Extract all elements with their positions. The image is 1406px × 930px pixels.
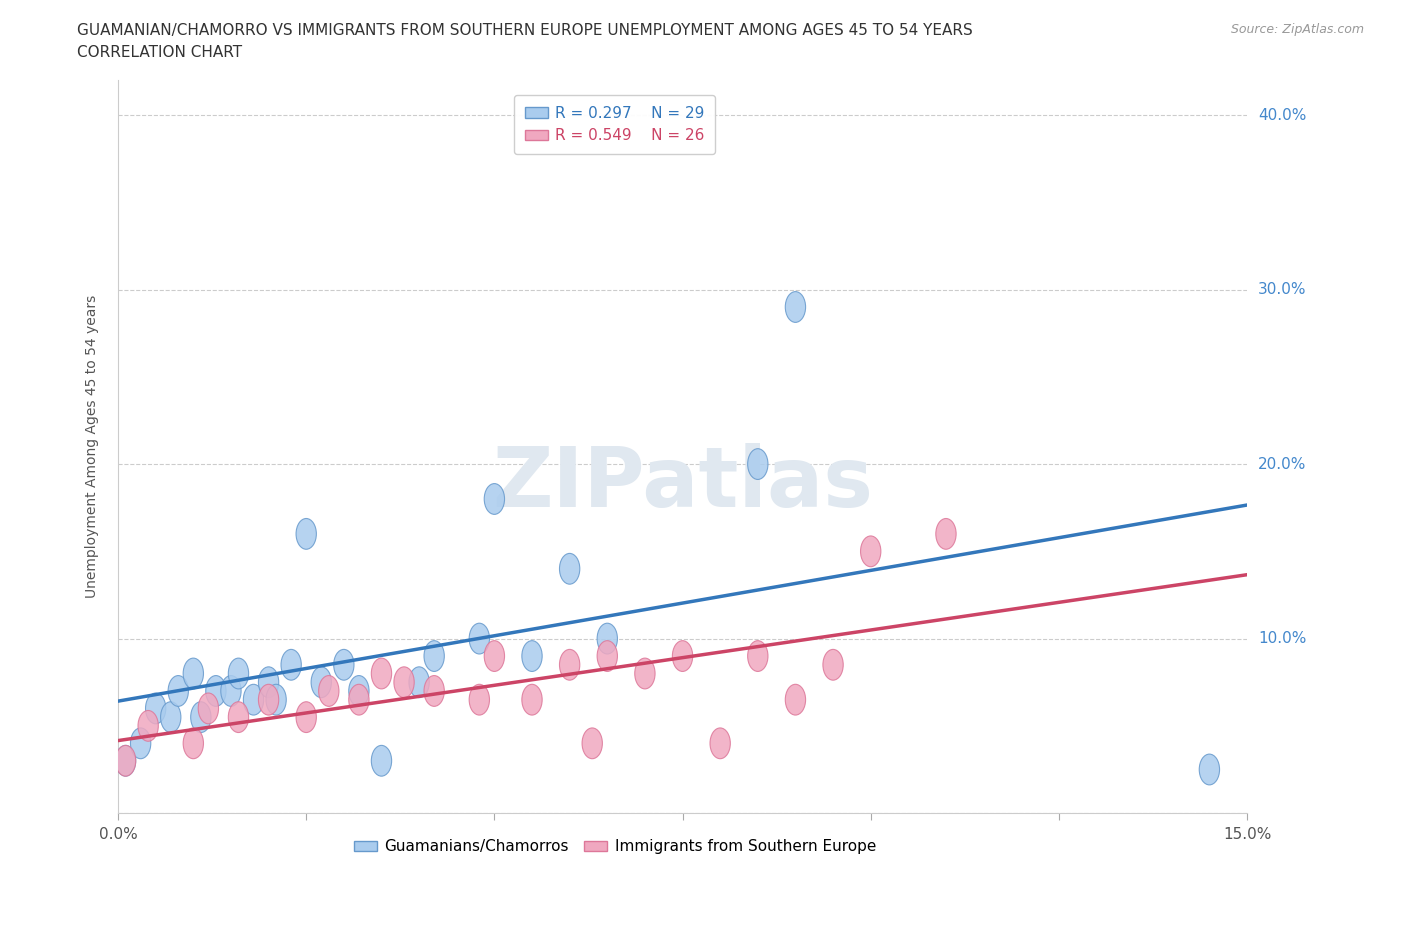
Ellipse shape bbox=[349, 675, 368, 707]
Ellipse shape bbox=[138, 711, 159, 741]
Legend: Guamanians/Chamorros, Immigrants from Southern Europe: Guamanians/Chamorros, Immigrants from So… bbox=[347, 833, 882, 860]
Ellipse shape bbox=[484, 484, 505, 514]
Text: 30.0%: 30.0% bbox=[1258, 282, 1306, 297]
Ellipse shape bbox=[311, 667, 332, 698]
Ellipse shape bbox=[710, 728, 730, 759]
Ellipse shape bbox=[748, 448, 768, 480]
Ellipse shape bbox=[748, 641, 768, 671]
Ellipse shape bbox=[259, 684, 278, 715]
Ellipse shape bbox=[672, 641, 693, 671]
Ellipse shape bbox=[522, 684, 543, 715]
Text: GUAMANIAN/CHAMORRO VS IMMIGRANTS FROM SOUTHERN EUROPE UNEMPLOYMENT AMONG AGES 45: GUAMANIAN/CHAMORRO VS IMMIGRANTS FROM SO… bbox=[77, 23, 973, 38]
Ellipse shape bbox=[169, 675, 188, 707]
Y-axis label: Unemployment Among Ages 45 to 54 years: Unemployment Among Ages 45 to 54 years bbox=[86, 295, 100, 598]
Ellipse shape bbox=[484, 641, 505, 671]
Text: ZIPatlas: ZIPatlas bbox=[492, 443, 873, 524]
Ellipse shape bbox=[598, 623, 617, 654]
Text: CORRELATION CHART: CORRELATION CHART bbox=[77, 45, 242, 60]
Text: Source: ZipAtlas.com: Source: ZipAtlas.com bbox=[1230, 23, 1364, 36]
Text: 40.0%: 40.0% bbox=[1258, 108, 1306, 123]
Text: 20.0%: 20.0% bbox=[1258, 457, 1306, 472]
Ellipse shape bbox=[146, 693, 166, 724]
Ellipse shape bbox=[183, 728, 204, 759]
Text: 10.0%: 10.0% bbox=[1258, 631, 1306, 646]
Ellipse shape bbox=[115, 745, 136, 777]
Ellipse shape bbox=[786, 292, 806, 323]
Ellipse shape bbox=[823, 649, 844, 680]
Ellipse shape bbox=[470, 623, 489, 654]
Ellipse shape bbox=[205, 675, 226, 707]
Ellipse shape bbox=[409, 667, 429, 698]
Ellipse shape bbox=[598, 641, 617, 671]
Ellipse shape bbox=[522, 641, 543, 671]
Ellipse shape bbox=[560, 649, 579, 680]
Ellipse shape bbox=[228, 658, 249, 689]
Ellipse shape bbox=[582, 728, 602, 759]
Ellipse shape bbox=[297, 519, 316, 550]
Ellipse shape bbox=[183, 658, 204, 689]
Ellipse shape bbox=[425, 675, 444, 707]
Ellipse shape bbox=[191, 702, 211, 733]
Ellipse shape bbox=[560, 553, 579, 584]
Ellipse shape bbox=[333, 649, 354, 680]
Ellipse shape bbox=[266, 684, 287, 715]
Ellipse shape bbox=[634, 658, 655, 689]
Ellipse shape bbox=[371, 658, 392, 689]
Ellipse shape bbox=[319, 675, 339, 707]
Ellipse shape bbox=[259, 667, 278, 698]
Ellipse shape bbox=[1199, 754, 1219, 785]
Ellipse shape bbox=[349, 684, 368, 715]
Ellipse shape bbox=[160, 702, 181, 733]
Ellipse shape bbox=[281, 649, 301, 680]
Ellipse shape bbox=[860, 536, 882, 566]
Ellipse shape bbox=[297, 702, 316, 733]
Ellipse shape bbox=[198, 693, 218, 724]
Ellipse shape bbox=[425, 641, 444, 671]
Ellipse shape bbox=[371, 745, 392, 777]
Ellipse shape bbox=[228, 702, 249, 733]
Ellipse shape bbox=[221, 675, 240, 707]
Ellipse shape bbox=[131, 728, 150, 759]
Ellipse shape bbox=[936, 519, 956, 550]
Ellipse shape bbox=[786, 684, 806, 715]
Ellipse shape bbox=[470, 684, 489, 715]
Ellipse shape bbox=[115, 745, 136, 777]
Ellipse shape bbox=[394, 667, 415, 698]
Ellipse shape bbox=[243, 684, 264, 715]
